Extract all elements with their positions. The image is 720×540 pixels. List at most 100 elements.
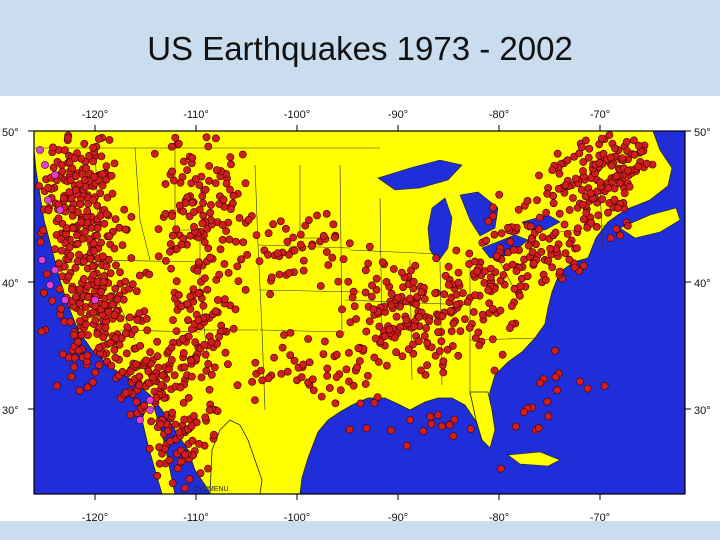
quake-point [204, 142, 213, 151]
quake-point [361, 288, 370, 297]
quake-point [65, 158, 74, 167]
quake-point [350, 302, 359, 311]
quake-point [110, 244, 119, 253]
quake-point [184, 393, 193, 402]
quake-point [275, 270, 284, 279]
quake-point [179, 207, 188, 216]
quake-point [570, 263, 579, 272]
quake-point [241, 179, 250, 188]
quake-point [561, 249, 570, 258]
quake-point [441, 271, 450, 280]
quake-point [392, 348, 400, 357]
quake-point [83, 281, 92, 290]
lon-label-top-80: -80° [489, 109, 509, 121]
map-border [33, 130, 686, 495]
quake-point [75, 250, 83, 259]
quake-point [83, 351, 92, 360]
quake-point [226, 153, 235, 162]
quake-point [334, 277, 343, 286]
quake-point [598, 195, 607, 204]
quake-point [423, 338, 432, 347]
quake-point [194, 289, 203, 298]
quake-point [332, 350, 341, 359]
quake-point [565, 239, 574, 248]
quake-point [607, 161, 616, 170]
quake-point [110, 159, 119, 168]
quake-point-deep [46, 281, 54, 289]
quake-point [507, 302, 516, 310]
quake-point [411, 261, 420, 270]
quake-point-deep [41, 161, 49, 169]
quake-point [210, 363, 219, 372]
quake-point [325, 384, 334, 392]
quake-point [571, 174, 580, 183]
quake-point [81, 228, 89, 236]
quake-point [65, 188, 74, 196]
quake-point [100, 300, 109, 309]
quake-point [402, 441, 411, 450]
quake-point [317, 392, 326, 401]
quake-point [504, 223, 512, 232]
quake-point [281, 224, 290, 233]
quake-point [345, 239, 354, 248]
quake-point-deep [136, 416, 144, 424]
quake-point [446, 306, 455, 315]
quake-point [382, 361, 391, 370]
lon-label-bottom-100: -100° [284, 512, 310, 521]
quake-point [211, 134, 220, 143]
quake-point-deep [51, 171, 59, 179]
quake-point [354, 344, 363, 353]
quake-point [365, 242, 374, 251]
quake-point [215, 270, 224, 279]
quake-point [534, 423, 543, 432]
quake-point [234, 277, 243, 285]
quake-point [95, 361, 103, 369]
quake-point [405, 294, 414, 303]
quake-point [108, 300, 117, 309]
quake-point [172, 277, 181, 286]
quake-point [74, 338, 82, 347]
quake-point [241, 285, 250, 294]
quake-point [128, 280, 137, 289]
quake-point [577, 186, 586, 194]
quake-point [79, 274, 88, 283]
quake-point [592, 222, 601, 231]
quake-point [233, 381, 242, 390]
quake-point [133, 316, 142, 324]
quake-point [563, 229, 572, 238]
quake-point [85, 151, 93, 160]
quake-point [514, 205, 523, 214]
quake-point [197, 373, 206, 382]
quake-point [167, 343, 176, 352]
quake-point [95, 343, 103, 352]
quake-point [183, 166, 191, 174]
quake-point [161, 256, 170, 265]
quake-point [313, 211, 321, 220]
quake-point [201, 350, 210, 359]
quake-point [225, 235, 234, 244]
quake-point [299, 266, 308, 275]
lat-label-right-50: 50° [694, 127, 711, 139]
quake-point [560, 220, 569, 229]
quake-point [438, 312, 447, 321]
quake-point [201, 413, 210, 422]
quake-point [90, 247, 98, 256]
quake-point [409, 277, 418, 286]
quake-point-deep [51, 266, 59, 274]
quake-point [77, 330, 86, 339]
quake-point-deep [38, 256, 46, 264]
quake-point [231, 305, 240, 314]
quake-point [387, 289, 396, 298]
cuba [507, 451, 561, 467]
quake-point [71, 263, 80, 272]
quake-point [101, 323, 110, 332]
quake-point [148, 373, 157, 382]
quake-point [605, 131, 614, 139]
quake-point [319, 231, 328, 240]
quake-point [427, 419, 436, 428]
quake-point [206, 201, 215, 209]
quake-point [176, 457, 185, 466]
quake-point [304, 335, 312, 343]
quake-point [98, 181, 107, 190]
quake-point [561, 181, 570, 189]
